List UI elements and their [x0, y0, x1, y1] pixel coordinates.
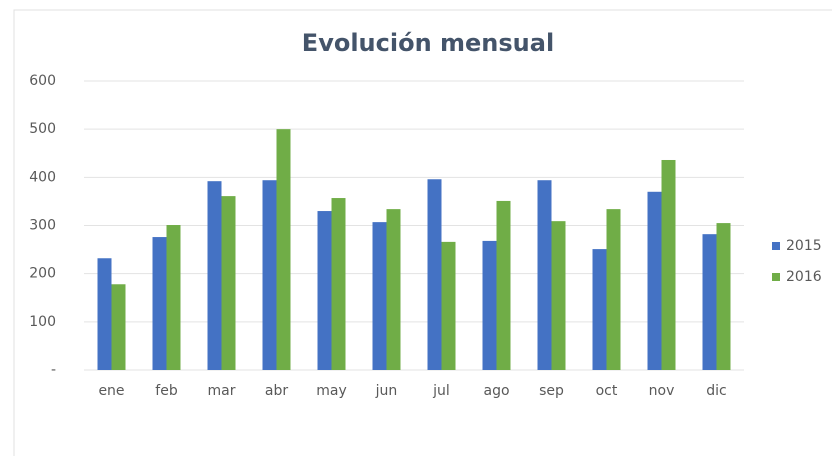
- legend-swatch: [772, 242, 780, 250]
- x-tick-label: feb: [155, 383, 178, 399]
- bar: [207, 181, 222, 370]
- chart-border: [13, 9, 832, 456]
- x-tick-label: may: [316, 383, 347, 399]
- y-tick-label: 200: [29, 266, 56, 282]
- bar: [716, 223, 731, 370]
- y-tick-label: 100: [29, 314, 56, 330]
- bar: [661, 159, 676, 370]
- x-tick-label: abr: [265, 383, 288, 399]
- bar: [606, 209, 621, 370]
- bar: [496, 200, 511, 370]
- x-tick-label: jul: [432, 383, 450, 399]
- bar: [111, 284, 126, 370]
- y-tick-label: 300: [29, 218, 56, 234]
- y-tick-label: 400: [29, 169, 56, 185]
- bar: [441, 241, 456, 370]
- bar: [262, 180, 277, 370]
- x-tick-label: ago: [483, 383, 509, 399]
- bar: [702, 234, 717, 370]
- bar: [551, 221, 566, 370]
- bar: [592, 249, 607, 370]
- bar: [482, 240, 497, 370]
- bar: [317, 211, 332, 370]
- x-tick-label: oct: [596, 383, 618, 399]
- bar: [276, 129, 291, 370]
- bar: [331, 198, 346, 370]
- bar: [221, 196, 236, 370]
- bar: [386, 209, 401, 370]
- legend-label: 2016: [786, 269, 822, 285]
- legend-swatch: [772, 273, 780, 281]
- y-tick-label: 500: [29, 121, 56, 137]
- x-tick-label: nov: [649, 383, 675, 399]
- bar: [537, 180, 552, 370]
- x-tick-label: dic: [706, 383, 726, 399]
- bar: [647, 191, 662, 370]
- x-tick-label: mar: [208, 383, 236, 399]
- bar: [152, 237, 167, 370]
- x-tick-label: ene: [98, 383, 124, 399]
- x-tick-label: sep: [539, 383, 564, 399]
- bar: [97, 258, 112, 370]
- x-tick-label: jun: [375, 383, 398, 399]
- bar: [166, 225, 181, 370]
- chart-title: Evolución mensual: [302, 29, 554, 57]
- y-tick-label: -: [51, 362, 56, 378]
- y-tick-label: 600: [29, 73, 56, 89]
- bar: [372, 222, 387, 370]
- bar: [427, 179, 442, 370]
- legend-label: 2015: [786, 238, 822, 254]
